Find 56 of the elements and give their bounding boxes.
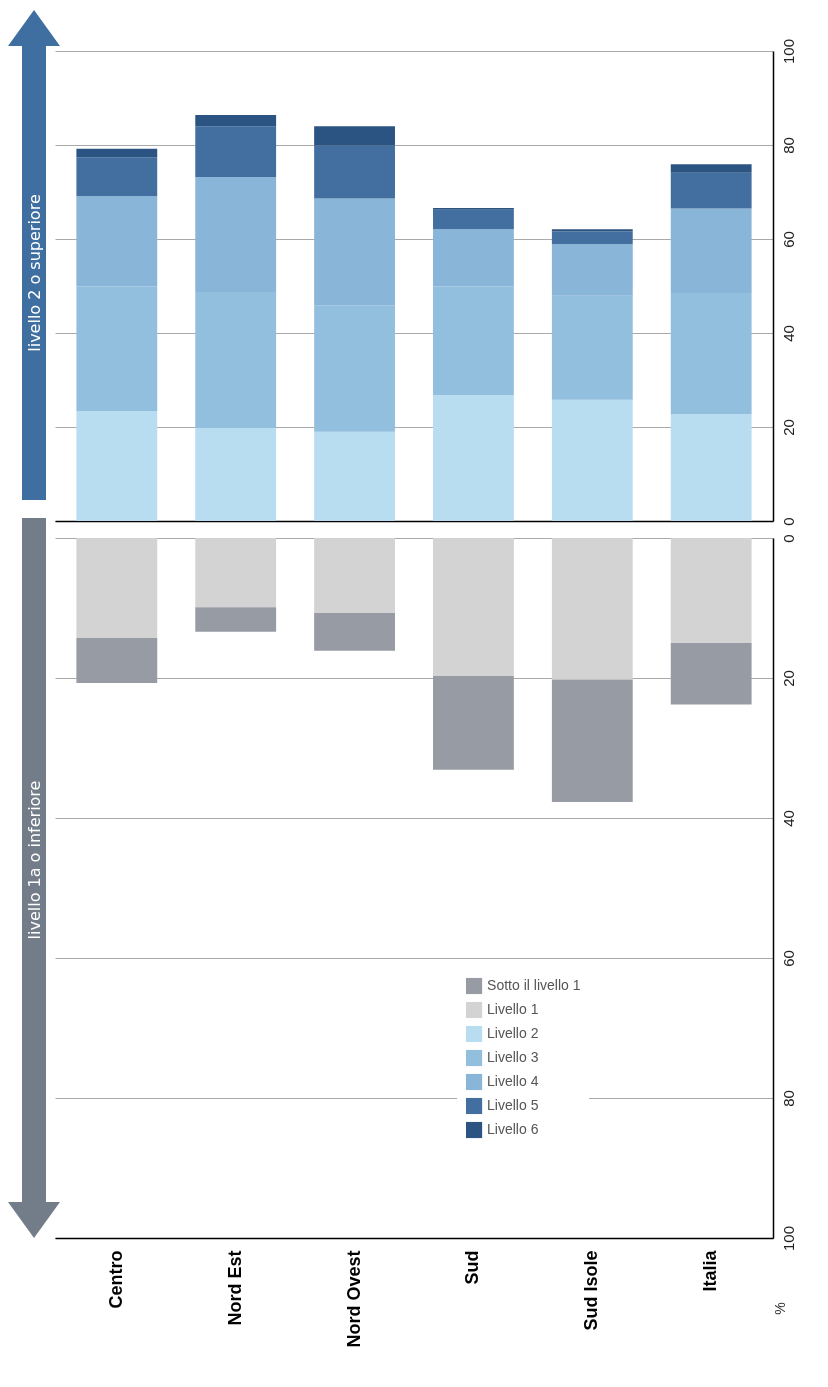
bar bbox=[670, 414, 752, 521]
bar bbox=[433, 209, 514, 230]
bar bbox=[551, 399, 633, 521]
x-tick-label: Nord Ovest bbox=[343, 1250, 364, 1348]
bar bbox=[670, 164, 752, 173]
y-tick-label: 0 bbox=[779, 517, 797, 526]
legend-label: Livello 4 bbox=[487, 1073, 539, 1089]
bar bbox=[314, 126, 395, 146]
y-axis-title: % bbox=[771, 1302, 788, 1315]
bar bbox=[551, 231, 633, 245]
y-tick-label: 20 bbox=[779, 419, 797, 436]
bar bbox=[76, 148, 158, 158]
legend-label: Livello 2 bbox=[487, 1025, 539, 1041]
bar bbox=[314, 538, 395, 613]
bar bbox=[551, 538, 633, 680]
legend-label: Livello 5 bbox=[487, 1097, 539, 1113]
bar bbox=[76, 538, 158, 639]
y-tick-label: 0 bbox=[779, 534, 797, 543]
y-tick-label: 100 bbox=[779, 38, 797, 65]
bar bbox=[195, 126, 277, 177]
bar bbox=[195, 538, 277, 608]
y-tick-label: 40 bbox=[779, 325, 797, 342]
y-tick-label: 80 bbox=[779, 1090, 797, 1107]
y-tick-label: 60 bbox=[779, 231, 797, 248]
bar bbox=[670, 538, 752, 643]
x-tick-label: Sud bbox=[462, 1250, 483, 1285]
text: livello 1a o inferiore bbox=[25, 780, 44, 940]
bar bbox=[670, 172, 752, 209]
bar bbox=[195, 607, 277, 632]
bar bbox=[433, 675, 514, 770]
legend-label: Livello 3 bbox=[487, 1049, 539, 1065]
bar bbox=[433, 395, 514, 521]
legend-label: Livello 1 bbox=[487, 1001, 539, 1017]
bar bbox=[551, 679, 633, 802]
y-tick-label: 20 bbox=[779, 670, 797, 687]
x-tick-label: Sud Isole bbox=[581, 1250, 602, 1331]
text: livello 2 o superiore bbox=[25, 194, 44, 352]
x-tick-label: Italia bbox=[700, 1249, 721, 1292]
legend-label: Sotto il livello 1 bbox=[487, 977, 581, 993]
y-tick-label: 80 bbox=[779, 137, 797, 154]
bar bbox=[314, 145, 395, 199]
y-tick-label: 100 bbox=[779, 1225, 797, 1252]
bar bbox=[76, 638, 158, 683]
x-tick-label: Nord Est bbox=[224, 1250, 245, 1326]
bar bbox=[433, 538, 514, 676]
y-tick-label: 60 bbox=[779, 950, 797, 967]
legend-label: Livello 6 bbox=[487, 1121, 539, 1137]
bar bbox=[314, 431, 395, 521]
x-tick-label: Centro bbox=[105, 1250, 126, 1309]
bar bbox=[314, 612, 395, 651]
bar bbox=[195, 114, 277, 127]
bar bbox=[76, 157, 158, 197]
bar bbox=[195, 427, 277, 521]
y-tick-label: 40 bbox=[779, 810, 797, 827]
bar bbox=[76, 411, 158, 521]
bar bbox=[670, 643, 752, 705]
